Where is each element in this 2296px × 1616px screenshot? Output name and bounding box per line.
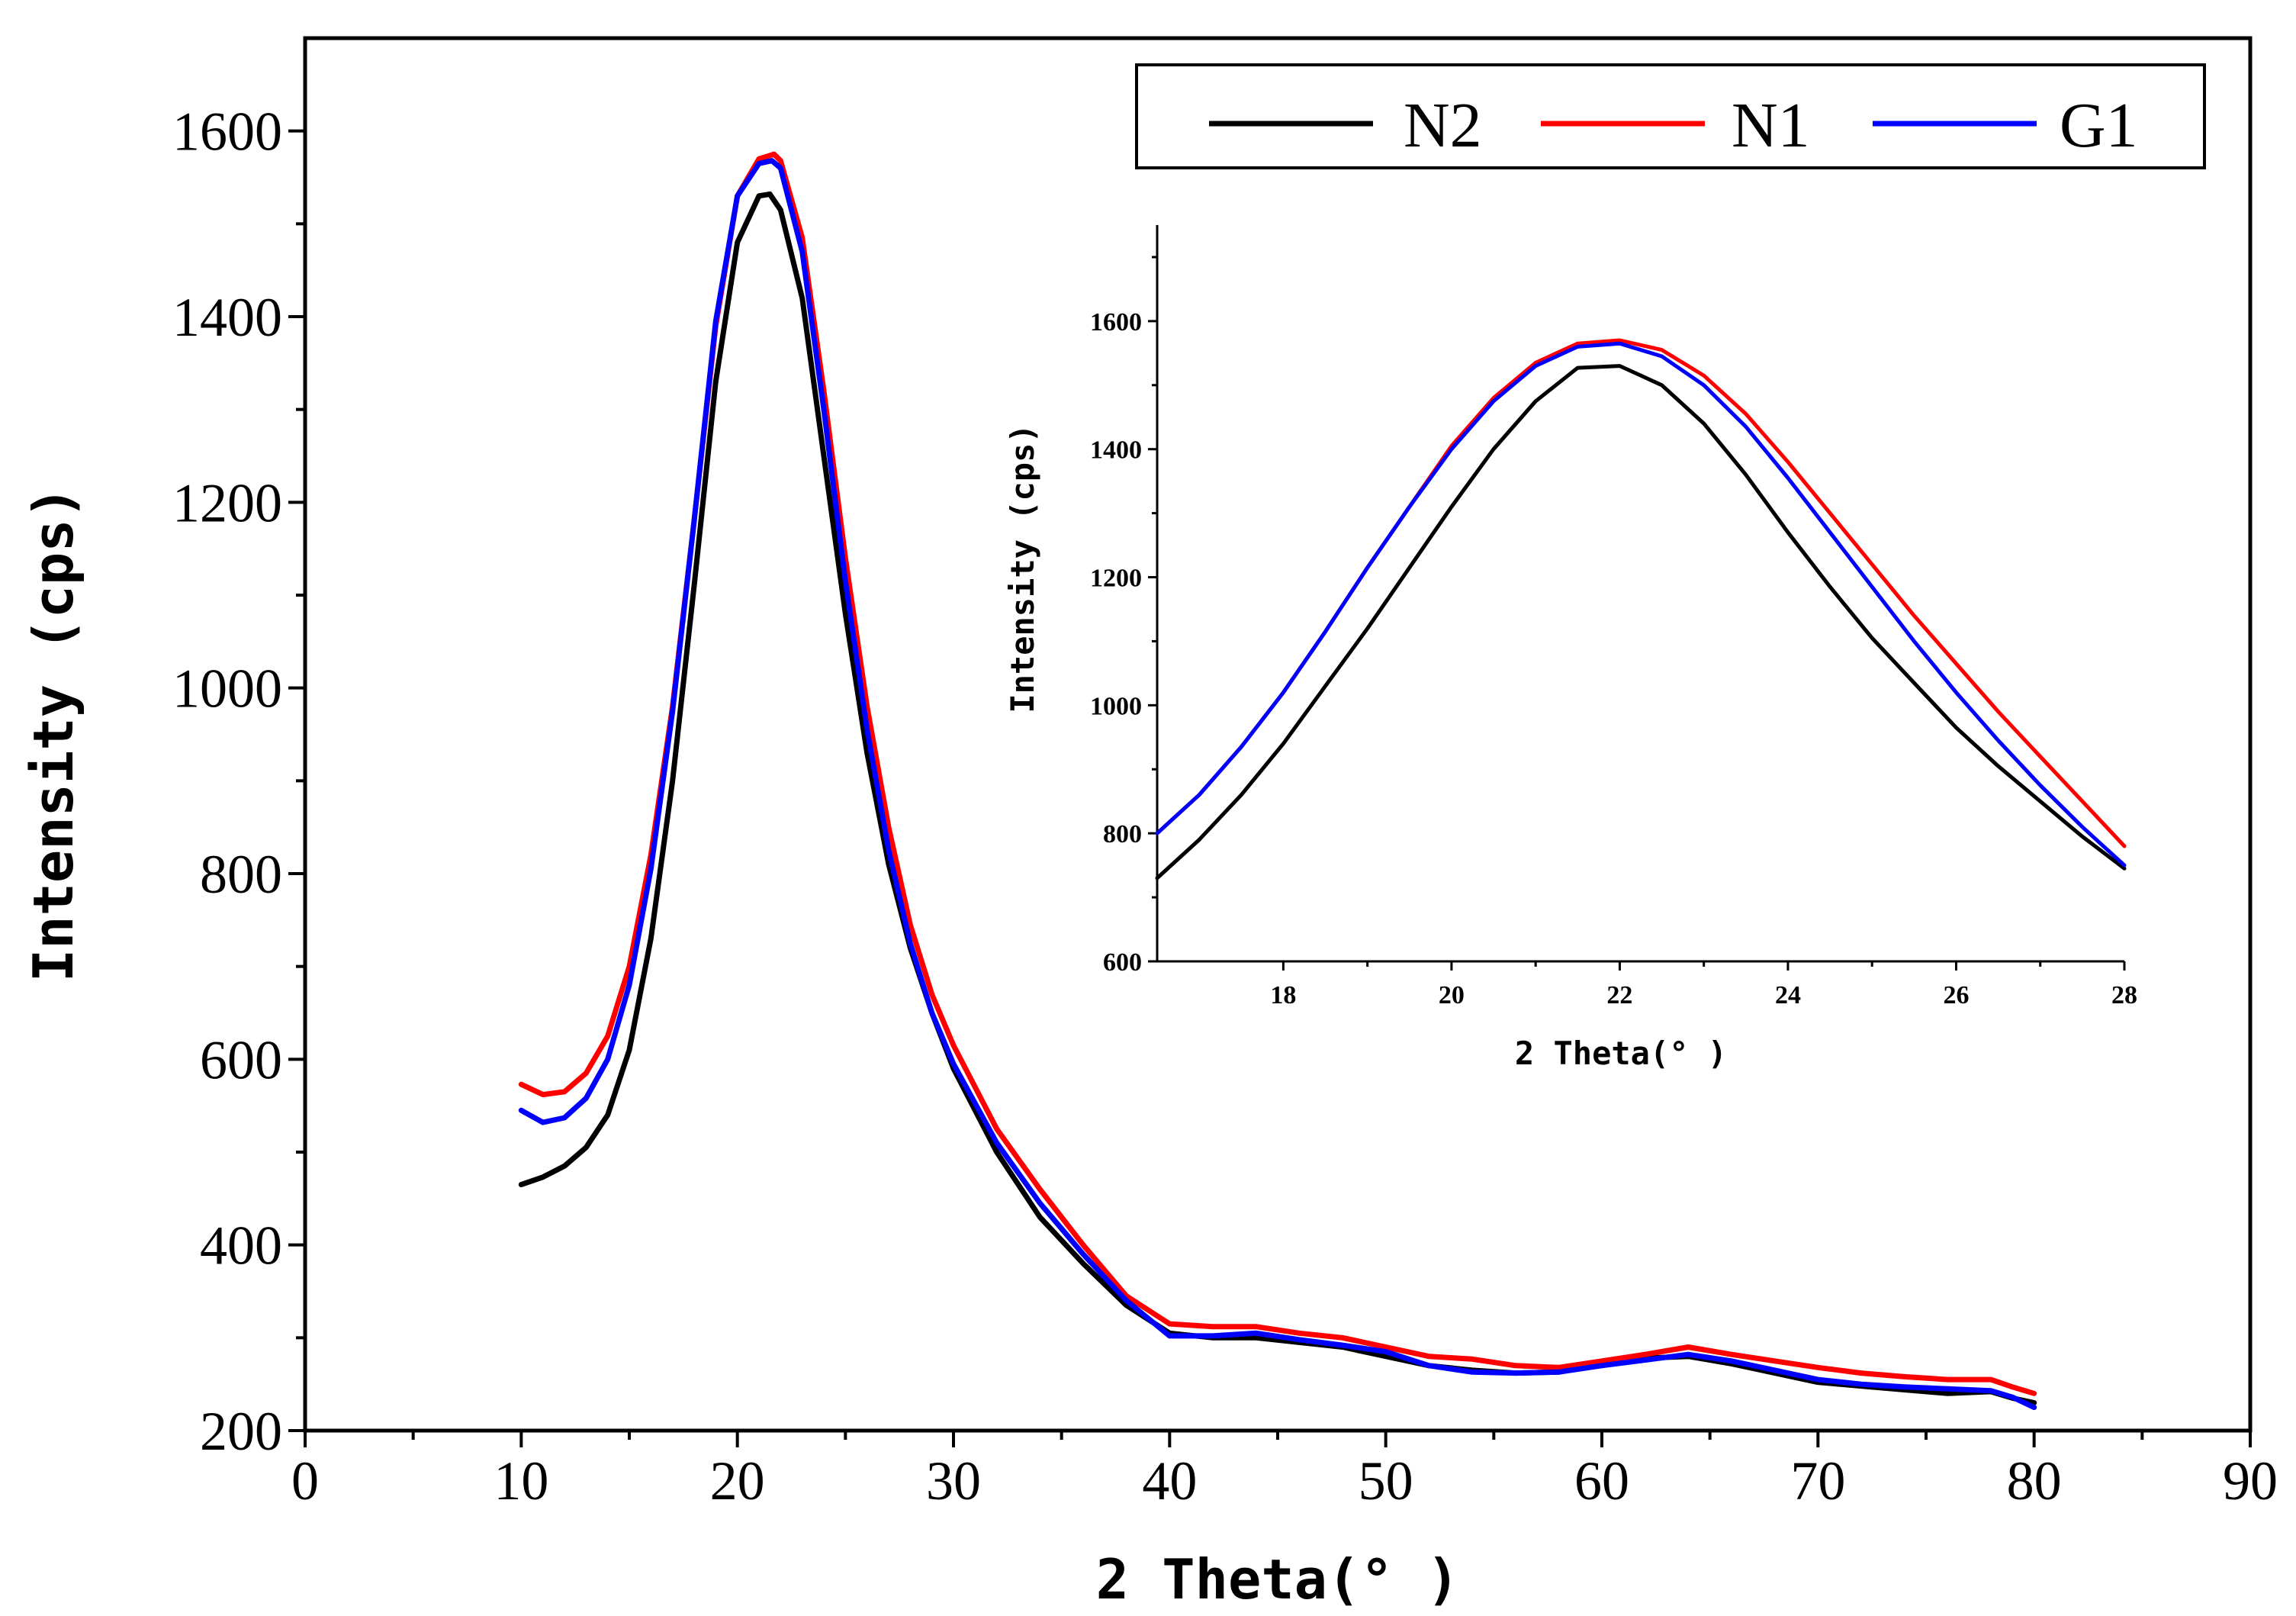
main-series-g1 [518, 158, 2037, 1411]
main-series-n1 [518, 151, 2037, 1396]
inset-series-g1 [1155, 341, 2127, 868]
main-y-tick-label: 800 [200, 844, 282, 905]
inset-chart: 18 20 22 24 26 28 600 800 1000 1200 1400 1600 2 The… [1004, 225, 2137, 1072]
main-x-tick-label: 0 [291, 1450, 319, 1511]
legend-label-g1: G1 [2060, 90, 2138, 161]
inset-axis-ticks: 18 20 22 24 26 28 600 800 1000 1200 1400 1600 [1090, 256, 2137, 1009]
inset-series-n2 [1155, 364, 2127, 880]
main-y-tick-label: 200 [200, 1401, 282, 1462]
legend-box [1135, 63, 2206, 169]
legend-label-n1: N1 [1732, 90, 1810, 161]
main-x-tick-label: 20 [710, 1450, 765, 1511]
main-y-tick-label: 1200 [172, 472, 282, 533]
main-y-tick-label: 1400 [172, 287, 282, 348]
legend: N2 N1 G1 [1135, 63, 2206, 169]
legend-label-n2: N2 [1404, 90, 1482, 161]
main-x-tick-label: 30 [926, 1450, 981, 1511]
main-x-tick-label: 70 [1790, 1450, 1845, 1511]
main-x-tick-label: 90 [2223, 1450, 2278, 1511]
main-y-tick-label: 400 [200, 1215, 282, 1276]
inset-y-tick-label: 600 [1103, 948, 1142, 977]
inset-y-tick-label: 1600 [1090, 308, 1142, 336]
inset-series-n1 [1155, 338, 2127, 848]
inset-x-tick-label: 24 [1775, 981, 1801, 1009]
main-x-axis-title: 2 Theta(° ) [1096, 1547, 1460, 1611]
inset-x-tick-label: 18 [1270, 981, 1296, 1009]
inset-y-tick-label: 1000 [1090, 692, 1142, 720]
main-series-group [518, 151, 2037, 1411]
main-plot-frame [303, 36, 2253, 1433]
main-x-tick-label: 50 [1359, 1450, 1413, 1511]
inset-x-tick-label: 20 [1439, 981, 1465, 1009]
main-series-n2 [518, 191, 2037, 1405]
main-y-tick-label: 1600 [172, 101, 282, 163]
main-x-tick-label: 10 [494, 1450, 548, 1511]
main-y-tick-label: 600 [200, 1029, 282, 1090]
inset-y-axis-title: Intensity (cps) [1004, 423, 1041, 713]
inset-series-group [1155, 338, 2127, 880]
inset-y-tick-label: 800 [1103, 820, 1142, 848]
main-y-axis-title: Intensity (cps) [21, 486, 85, 982]
inset-x-tick-label: 28 [2111, 981, 2137, 1009]
main-x-tick-label: 60 [1574, 1450, 1629, 1511]
inset-x-tick-label: 22 [1606, 981, 1632, 1009]
main-axis-ticks: 0 10 20 30 40 50 60 70 80 90200400600800100012001… [172, 101, 2278, 1511]
inset-y-tick-label: 1400 [1090, 436, 1142, 465]
main-x-tick-label: 80 [2007, 1450, 2062, 1511]
inset-y-tick-label: 1200 [1090, 565, 1142, 593]
main-x-tick-label: 40 [1142, 1450, 1197, 1511]
inset-x-axis-title: 2 Theta(° ) [1515, 1035, 1727, 1072]
inset-x-tick-label: 26 [1943, 981, 1969, 1009]
main-y-tick-label: 1000 [172, 658, 282, 719]
